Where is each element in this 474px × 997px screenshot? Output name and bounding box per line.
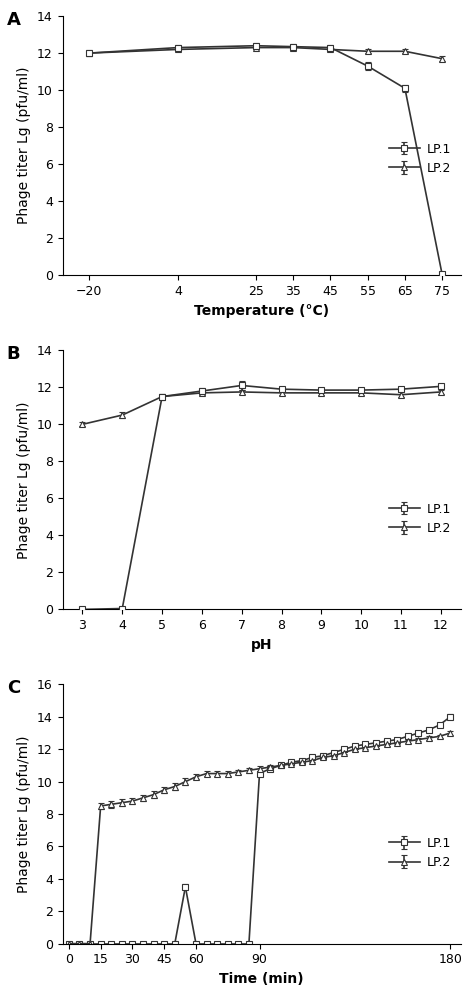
Legend: LP.1, LP.2: LP.1, LP.2 bbox=[385, 498, 455, 538]
Y-axis label: Phage titer Lg (pfu/ml): Phage titer Lg (pfu/ml) bbox=[18, 736, 31, 892]
Y-axis label: Phage titer Lg (pfu/ml): Phage titer Lg (pfu/ml) bbox=[18, 401, 31, 558]
X-axis label: Time (min): Time (min) bbox=[219, 972, 304, 986]
Y-axis label: Phage titer Lg (pfu/ml): Phage titer Lg (pfu/ml) bbox=[18, 67, 31, 224]
X-axis label: Temperature (°C): Temperature (°C) bbox=[194, 303, 329, 317]
Legend: LP.1, LP.2: LP.1, LP.2 bbox=[385, 833, 455, 872]
Text: C: C bbox=[7, 679, 20, 697]
Legend: LP.1, LP.2: LP.1, LP.2 bbox=[385, 139, 455, 178]
Text: B: B bbox=[7, 345, 20, 363]
Text: A: A bbox=[7, 11, 21, 29]
X-axis label: pH: pH bbox=[251, 638, 273, 652]
